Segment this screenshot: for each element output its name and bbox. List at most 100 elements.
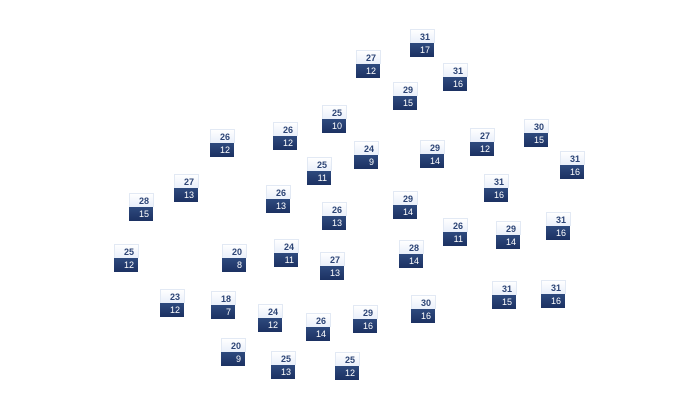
temperature-marker[interactable]: 23 12 (160, 289, 185, 317)
temperature-marker[interactable]: 26 12 (273, 122, 298, 150)
temperature-marker[interactable]: 26 13 (322, 202, 347, 230)
temperature-marker[interactable]: 31 16 (546, 212, 571, 240)
temperature-marker[interactable]: 25 11 (307, 157, 332, 185)
low-temperature: 15 (492, 295, 516, 309)
low-temperature: 16 (484, 188, 508, 202)
high-temperature: 31 (492, 281, 517, 295)
low-temperature: 14 (399, 254, 423, 268)
temperature-marker[interactable]: 29 14 (420, 140, 445, 168)
high-temperature: 25 (307, 157, 332, 171)
high-temperature: 27 (356, 50, 381, 64)
high-temperature: 31 (541, 280, 566, 294)
high-temperature: 29 (353, 305, 378, 319)
temperature-marker[interactable]: 25 12 (335, 352, 360, 380)
temperature-marker[interactable]: 31 16 (484, 174, 509, 202)
low-temperature: 10 (322, 119, 346, 133)
low-temperature: 13 (320, 266, 344, 280)
temperature-marker[interactable]: 27 13 (320, 252, 345, 280)
temperature-marker[interactable]: 26 11 (443, 218, 468, 246)
high-temperature: 26 (266, 185, 291, 199)
high-temperature: 29 (393, 82, 418, 96)
high-temperature: 28 (399, 240, 424, 254)
temperature-marker[interactable]: 26 14 (306, 313, 331, 341)
high-temperature: 27 (174, 174, 199, 188)
low-temperature: 16 (353, 319, 377, 333)
high-temperature: 27 (470, 128, 495, 142)
temperature-marker[interactable]: 26 13 (266, 185, 291, 213)
temperature-marker[interactable]: 27 13 (174, 174, 199, 202)
temperature-marker[interactable]: 29 14 (393, 191, 418, 219)
high-temperature: 24 (274, 239, 299, 253)
temperature-marker[interactable]: 20 9 (221, 338, 246, 366)
high-temperature: 25 (271, 351, 296, 365)
temperature-marker[interactable]: 25 10 (322, 105, 347, 133)
low-temperature: 16 (411, 309, 435, 323)
temperature-marker[interactable]: 31 17 (410, 29, 435, 57)
high-temperature: 25 (335, 352, 360, 366)
temperature-marker[interactable]: 31 16 (560, 151, 585, 179)
high-temperature: 31 (560, 151, 585, 165)
low-temperature: 12 (335, 366, 359, 380)
high-temperature: 26 (273, 122, 298, 136)
low-temperature: 11 (307, 171, 331, 185)
high-temperature: 18 (211, 291, 236, 305)
high-temperature: 26 (322, 202, 347, 216)
temperature-marker[interactable]: 30 15 (524, 119, 549, 147)
high-temperature: 29 (496, 221, 521, 235)
low-temperature: 16 (541, 294, 565, 308)
temperature-marker[interactable]: 29 16 (353, 305, 378, 333)
temperature-marker[interactable]: 30 16 (411, 295, 436, 323)
low-temperature: 16 (560, 165, 584, 179)
low-temperature: 7 (211, 305, 235, 319)
high-temperature: 26 (210, 129, 235, 143)
low-temperature: 12 (258, 318, 282, 332)
temperature-marker[interactable]: 31 15 (492, 281, 517, 309)
high-temperature: 26 (306, 313, 331, 327)
high-temperature: 24 (258, 304, 283, 318)
temperature-marker[interactable]: 28 14 (399, 240, 424, 268)
high-temperature: 29 (420, 140, 445, 154)
high-temperature: 24 (354, 141, 379, 155)
high-temperature: 20 (221, 338, 246, 352)
low-temperature: 15 (393, 96, 417, 110)
low-temperature: 16 (546, 226, 570, 240)
temperature-marker[interactable]: 29 14 (496, 221, 521, 249)
temperature-marker[interactable]: 24 9 (354, 141, 379, 169)
temperature-marker[interactable]: 28 15 (129, 193, 154, 221)
temperature-marker[interactable]: 29 15 (393, 82, 418, 110)
temperature-marker[interactable]: 25 12 (114, 244, 139, 272)
temperature-marker[interactable]: 31 16 (541, 280, 566, 308)
temperature-marker[interactable]: 26 12 (210, 129, 235, 157)
high-temperature: 20 (222, 244, 247, 258)
low-temperature: 14 (393, 205, 417, 219)
low-temperature: 14 (306, 327, 330, 341)
high-temperature: 30 (411, 295, 436, 309)
temperature-marker[interactable]: 27 12 (470, 128, 495, 156)
high-temperature: 26 (443, 218, 468, 232)
low-temperature: 8 (222, 258, 246, 272)
temperature-marker[interactable]: 25 13 (271, 351, 296, 379)
high-temperature: 30 (524, 119, 549, 133)
high-temperature: 28 (129, 193, 154, 207)
temperature-marker[interactable]: 24 11 (274, 239, 299, 267)
low-temperature: 15 (524, 133, 548, 147)
temperature-marker[interactable]: 20 8 (222, 244, 247, 272)
low-temperature: 16 (443, 77, 467, 91)
low-temperature: 12 (160, 303, 184, 317)
low-temperature: 11 (443, 232, 467, 246)
temperature-marker[interactable]: 27 12 (356, 50, 381, 78)
low-temperature: 17 (410, 43, 434, 57)
low-temperature: 14 (496, 235, 520, 249)
high-temperature: 31 (484, 174, 509, 188)
high-temperature: 31 (546, 212, 571, 226)
temperature-marker[interactable]: 24 12 (258, 304, 283, 332)
low-temperature: 11 (274, 253, 298, 267)
temperature-marker[interactable]: 31 16 (443, 63, 468, 91)
high-temperature: 29 (393, 191, 418, 205)
high-temperature: 23 (160, 289, 185, 303)
temperature-marker[interactable]: 18 7 (211, 291, 236, 319)
low-temperature: 12 (356, 64, 380, 78)
high-temperature: 25 (322, 105, 347, 119)
low-temperature: 14 (420, 154, 444, 168)
